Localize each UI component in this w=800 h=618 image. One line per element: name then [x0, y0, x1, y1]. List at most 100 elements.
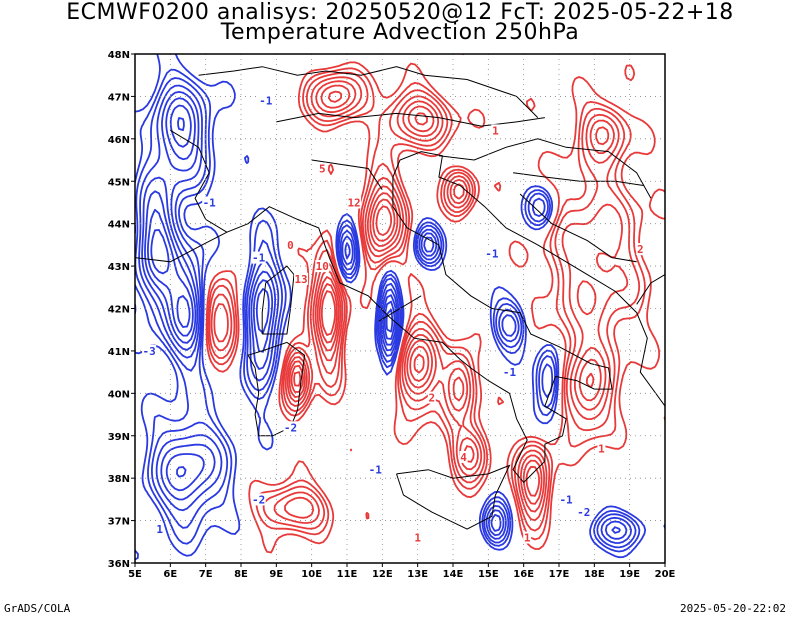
contour-label-bg — [523, 531, 532, 544]
contour-label: 10 — [316, 260, 329, 273]
coastline — [311, 159, 383, 190]
contour-label-bg — [484, 247, 499, 260]
coastline — [261, 265, 295, 335]
contour-label: 0 — [287, 239, 294, 252]
lon-tick-label: 11E — [337, 569, 358, 580]
lon-tick-label: 10E — [301, 569, 322, 580]
contour-label-bg — [347, 196, 362, 209]
contour-label: 5 — [319, 163, 326, 176]
lat-tick-label: 39N — [108, 432, 130, 443]
lon-tick-label: 5E — [128, 569, 142, 580]
map-subtitle: Temperature Advection 250hPa — [220, 20, 580, 45]
coastline — [396, 464, 511, 530]
lat-tick-label: 38N — [108, 474, 130, 485]
cold-advection-contour — [144, 97, 621, 534]
coastline — [438, 138, 652, 199]
cold-advection-contour — [150, 117, 394, 333]
contour-label: 2 — [428, 392, 435, 405]
lon-tick-label: 14E — [443, 569, 464, 580]
warm-advection-contour — [293, 205, 425, 387]
lon-tick-label: 12E — [372, 569, 393, 580]
warm-advection-contour — [290, 90, 595, 497]
cold-advection-contour — [138, 84, 632, 544]
contour-label: 1 — [524, 532, 531, 545]
coastline — [170, 129, 228, 233]
lat-tick-label: 36N — [108, 559, 130, 570]
lon-tick-label: 9E — [269, 569, 283, 580]
axis-ticks: 5E 6E 7E 8E 9E 10E 11E 12E 13E 14E 15E 16E 17E 18E 19E… — [108, 50, 676, 580]
lat-tick-label: 43N — [108, 262, 130, 273]
lat-tick-label: 42N — [108, 305, 130, 316]
lat-tick-label: 45N — [108, 177, 130, 188]
contour-label-bg — [283, 421, 298, 434]
contour-label-bg — [142, 344, 157, 357]
map-title: ECMWF0200 analisys: 20250520@12 FcT: 202… — [66, 0, 734, 25]
contour-label-bg — [413, 531, 422, 544]
coastline — [276, 112, 545, 127]
lat-tick-label: 44N — [108, 220, 130, 231]
contour-label-bg — [294, 272, 309, 285]
footer-credit: GrADS/COLA — [4, 602, 71, 615]
contour-label: -1 — [203, 196, 217, 209]
contour-label: -1 — [369, 464, 383, 477]
contour-label: -2 — [577, 506, 590, 519]
lon-tick-label: 7E — [199, 569, 213, 580]
contour-label: -1 — [259, 95, 273, 108]
cold-advection-contour — [135, 54, 665, 561]
advection-field — [135, 54, 665, 561]
warm-advection-contour — [213, 80, 615, 519]
lon-tick-label: 20E — [655, 569, 676, 580]
cold-advection-contour — [135, 77, 637, 549]
coastline — [519, 193, 637, 263]
contour-label: -2 — [252, 493, 265, 506]
cold-advection-contour — [135, 68, 641, 553]
contour-label-bg — [636, 243, 645, 256]
coastline — [198, 66, 539, 118]
lat-tick-label: 48N — [108, 50, 130, 61]
lon-tick-label: 6E — [163, 569, 177, 580]
contour-label: 1 — [598, 442, 605, 455]
lat-tick-label: 40N — [108, 389, 130, 400]
contour-label: -1 — [252, 252, 266, 265]
lon-tick-label: 18E — [584, 569, 605, 580]
lat-tick-label: 37N — [108, 517, 130, 528]
contour-label: -1 — [503, 366, 517, 379]
lon-tick-label: 15E — [478, 569, 499, 580]
contour-label: 1 — [156, 523, 163, 536]
contour-label-bg — [318, 162, 327, 175]
contour-label-bg — [459, 450, 468, 463]
lon-tick-label: 17E — [549, 569, 570, 580]
contour-label-bg — [559, 493, 574, 506]
lon-tick-label: 16E — [513, 569, 534, 580]
warm-advection-contour — [210, 76, 629, 524]
lat-tick-label: 41N — [108, 347, 130, 358]
coastline — [636, 274, 665, 305]
contour-label-bg — [286, 238, 295, 251]
coastline — [135, 151, 665, 484]
contour-label: -1 — [485, 247, 499, 260]
contour-label: 12 — [347, 196, 360, 209]
lon-tick-label: 8E — [234, 569, 248, 580]
contour-label-bg — [368, 463, 383, 476]
contour-label-bg — [491, 124, 500, 137]
contour-label-bg — [251, 251, 266, 264]
lat-lon-grid — [135, 54, 665, 563]
contour-label-bg — [202, 196, 217, 209]
cold-advection-contour — [147, 104, 396, 478]
contour-label-bg — [427, 391, 436, 404]
contour-label: 1 — [492, 124, 499, 137]
lon-tick-label: 13E — [407, 569, 428, 580]
footer-timestamp: 2025-05-20-22:02 — [680, 602, 786, 615]
contour-label: -2 — [284, 421, 297, 434]
warm-advection-contour — [208, 71, 641, 532]
cold-advection-contour — [141, 91, 628, 540]
contour-label-bg — [502, 366, 517, 379]
lat-tick-label: 46N — [108, 135, 130, 146]
warm-advection-contour — [288, 84, 610, 505]
contour-label: 1 — [414, 532, 421, 545]
lat-tick-label: 47N — [108, 92, 130, 103]
contour-label: 4 — [460, 451, 467, 464]
contour-label-bg — [258, 94, 273, 107]
contour-label-bg — [155, 523, 164, 536]
